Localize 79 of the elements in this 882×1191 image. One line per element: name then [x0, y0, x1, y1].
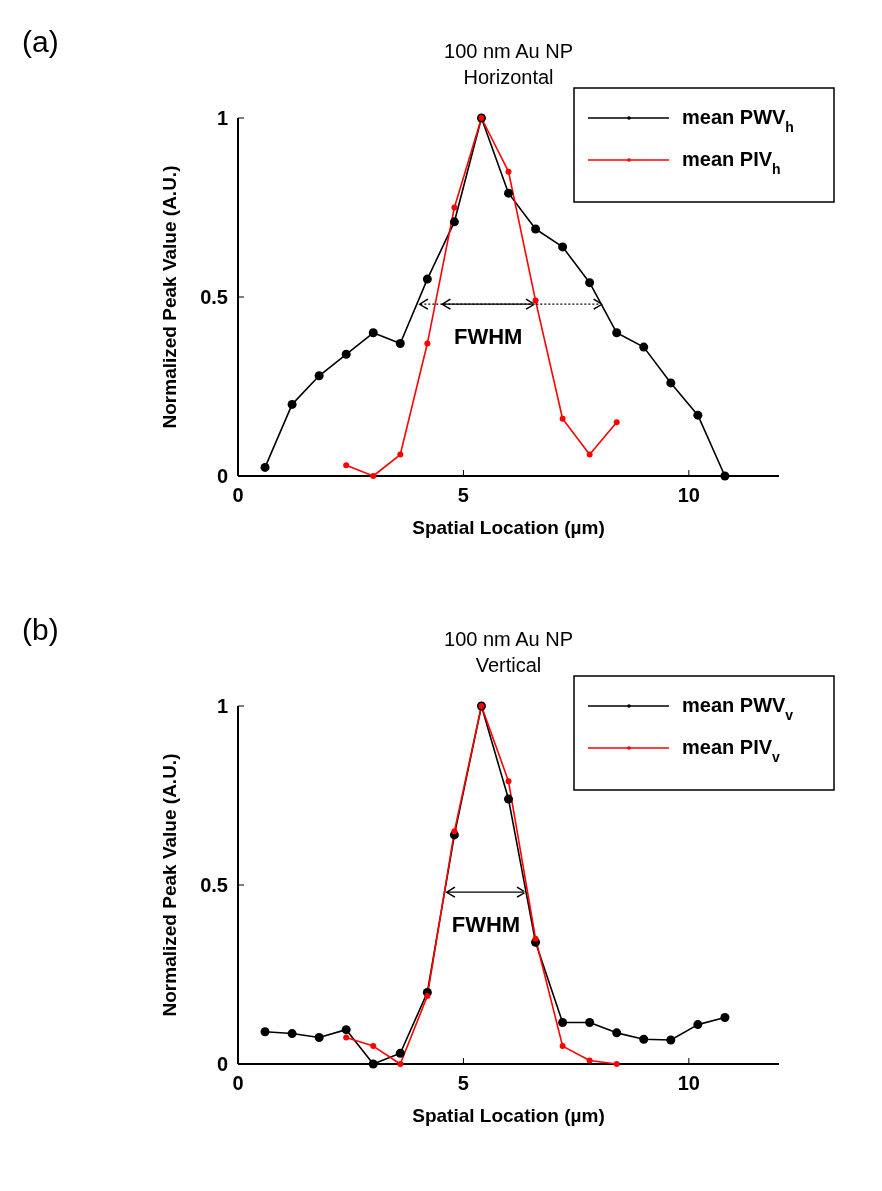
point — [397, 1061, 404, 1067]
point — [720, 471, 730, 481]
point — [449, 217, 459, 227]
point — [532, 935, 539, 942]
x-tick-label: 10 — [677, 1072, 700, 1094]
annotation: FWHM — [451, 912, 521, 938]
point — [314, 371, 324, 381]
point — [424, 340, 431, 347]
y-tick-label: 0.5 — [200, 286, 228, 308]
point — [395, 339, 405, 349]
point — [424, 992, 431, 999]
x-tick-label: 5 — [457, 1072, 469, 1094]
chart-subtitle: Horizontal — [463, 66, 554, 88]
point — [639, 342, 649, 352]
point — [370, 1043, 377, 1050]
x-axis-title: Spatial Location (µm) — [412, 1105, 605, 1126]
point — [559, 415, 566, 422]
point — [505, 168, 512, 175]
point — [613, 1061, 620, 1067]
point — [287, 399, 297, 409]
y-tick-label: 0 — [216, 465, 228, 487]
point — [585, 1017, 595, 1027]
y-tick-label: 0 — [216, 1053, 228, 1075]
point — [343, 1034, 350, 1041]
point — [451, 204, 458, 211]
point — [612, 328, 622, 338]
y-tick-label: 1 — [216, 695, 228, 717]
x-tick-label: 0 — [232, 484, 244, 506]
legend-label: mean PIV$_{h}$ — [682, 148, 781, 177]
x-axis-title: Spatial Location (µm) — [412, 517, 605, 538]
point — [260, 1027, 270, 1037]
chart-title: 100 nm Au NP — [444, 628, 573, 650]
y-tick-label: 1 — [216, 107, 228, 129]
text: (a) — [22, 25, 59, 58]
point — [585, 278, 595, 288]
point — [314, 1033, 324, 1043]
point — [368, 328, 378, 338]
point — [532, 297, 539, 304]
point — [612, 1028, 622, 1038]
point — [504, 188, 513, 198]
point — [343, 462, 350, 469]
point — [666, 378, 676, 388]
point — [368, 1059, 378, 1069]
point — [341, 1025, 351, 1035]
x-tick-label: 0 — [232, 1072, 244, 1094]
x-tick-label: 5 — [457, 484, 469, 506]
legend-label: mean PWV$_{h}$ — [682, 106, 794, 135]
point — [505, 778, 512, 785]
point — [558, 242, 568, 252]
point — [397, 451, 404, 458]
point — [720, 1012, 730, 1022]
legend-label: mean PIV$_{v}$ — [682, 736, 781, 765]
point — [451, 828, 458, 835]
point — [504, 794, 513, 804]
legend-label: mean PWV$_{v}$ — [682, 694, 794, 723]
point — [559, 1043, 566, 1050]
point — [558, 1017, 568, 1027]
x-tick-label: 10 — [677, 484, 700, 506]
point — [422, 274, 432, 284]
point — [370, 473, 377, 479]
y-axis-title: Normalized Peak Value (A.U.) — [159, 753, 180, 1017]
point — [693, 410, 703, 420]
chart-subtitle: Vertical — [475, 654, 542, 676]
point — [287, 1029, 297, 1039]
y-tick-label: 0.5 — [200, 874, 228, 896]
point — [666, 1035, 676, 1045]
point — [613, 419, 620, 426]
point — [531, 224, 541, 234]
chart-title: 100 nm Au NP — [444, 40, 573, 62]
y-axis-title: Normalized Peak Value (A.U.) — [159, 165, 180, 429]
point — [693, 1020, 703, 1030]
point — [639, 1034, 649, 1044]
text: (b) — [22, 613, 59, 646]
annotation: FWHM — [454, 324, 523, 350]
point — [586, 1057, 593, 1064]
point — [586, 451, 593, 458]
point — [260, 462, 270, 472]
point — [395, 1048, 405, 1058]
point — [341, 349, 351, 359]
